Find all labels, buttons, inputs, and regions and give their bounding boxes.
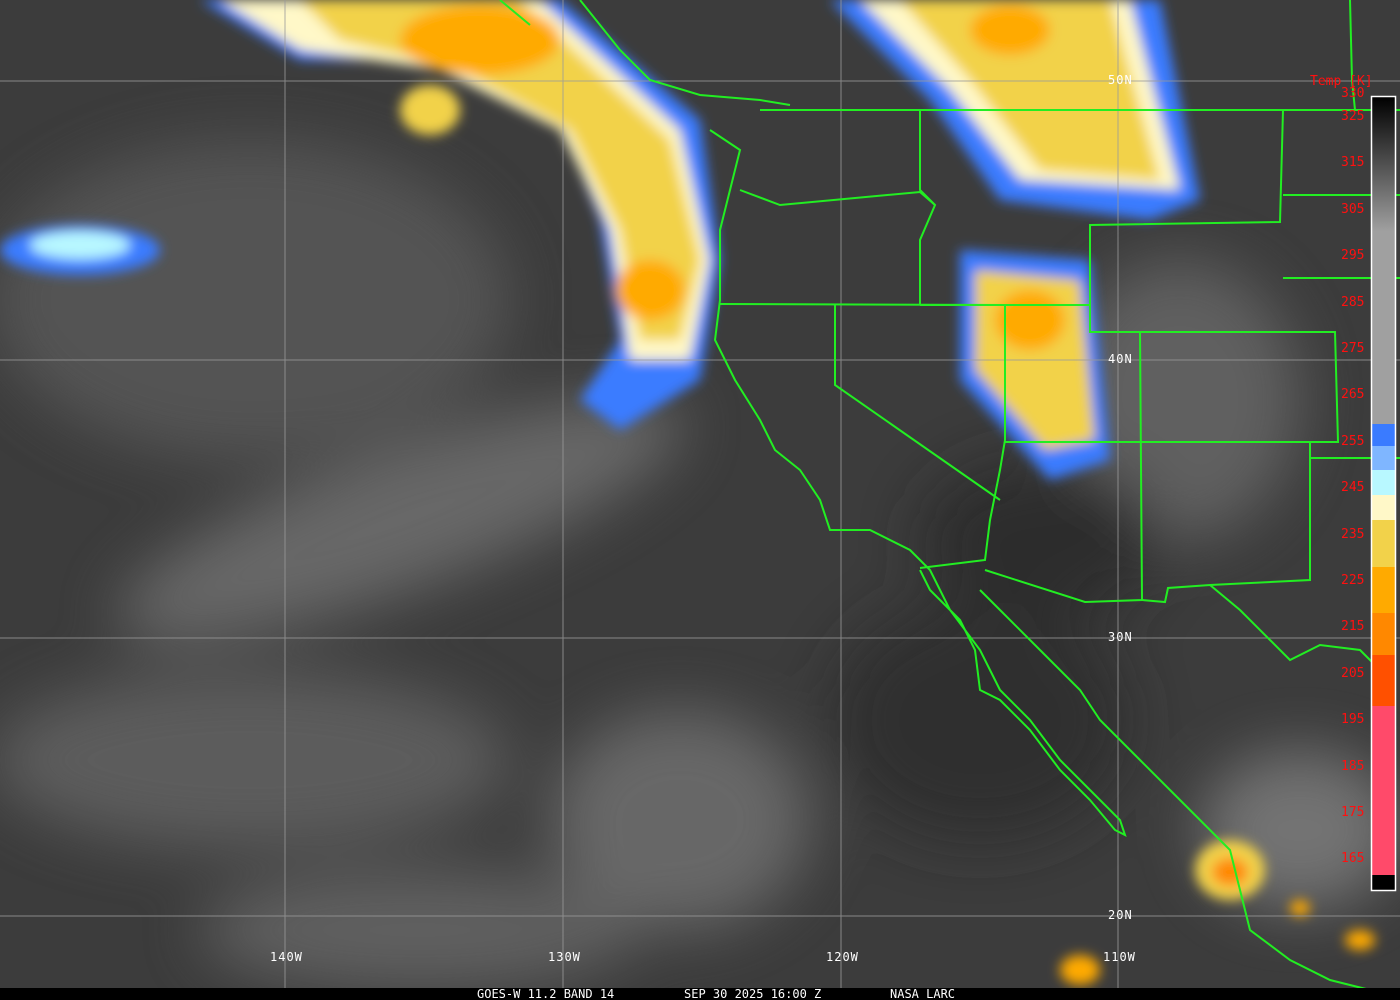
lon-label-110w: 110W <box>1103 950 1136 964</box>
lat-label-30n: 30N <box>1108 630 1133 644</box>
caption-datetime: SEP 30 2025 16:00 Z <box>684 987 822 1000</box>
colorbar-tick-label: 330 <box>1341 85 1365 101</box>
colorbar-title: Temp [K] <box>1310 74 1373 89</box>
colorbar-tick-label: 215 <box>1341 619 1365 635</box>
colorbar-tick-label: 205 <box>1341 665 1365 681</box>
lon-label-140w: 140W <box>270 950 303 964</box>
colorbar-tick-label: 285 <box>1341 294 1365 310</box>
caption-source: NASA LARC <box>890 987 956 1000</box>
colorbar-tick-label: 175 <box>1341 805 1365 820</box>
lat-label-50n: 50N <box>1108 73 1133 87</box>
colorbar-tick-label: 185 <box>1341 758 1365 774</box>
lat-label-20n: 20N <box>1108 908 1133 922</box>
colorbar-tick-label: 265 <box>1341 387 1365 403</box>
colorbar-tick-label: 225 <box>1341 573 1365 588</box>
lat-label-40n: 40N <box>1108 352 1133 366</box>
lon-label-120w: 120W <box>826 950 859 964</box>
colorbar-tick-label: 295 <box>1341 248 1365 264</box>
political-borders <box>499 0 1400 991</box>
colorbar-tick-label: 275 <box>1341 341 1365 356</box>
caption-bar: GOES-W 11.2 BAND 14 SEP 30 2025 16:00 Z … <box>0 988 1400 1000</box>
lon-label-130w: 130W <box>548 950 581 964</box>
colorbar-tick-label: 165 <box>1341 851 1365 867</box>
colorbar-tick-label: 255 <box>1341 433 1365 449</box>
colorbar-tick-label: 315 <box>1341 155 1365 171</box>
gray-cloud-fields <box>0 140 1400 990</box>
colorbar-segments <box>1370 95 1397 892</box>
caption-satellite: GOES-W 11.2 BAND 14 <box>477 987 615 1000</box>
colorbar-tick-label: 325 <box>1341 109 1365 124</box>
colorbar-tick-label: 235 <box>1341 526 1365 542</box>
colorbar-tick-label: 305 <box>1341 201 1365 217</box>
cold-cloud-tops <box>0 0 1375 985</box>
colorbar-tick-label: 195 <box>1341 712 1365 728</box>
colorbar-tick-label: 245 <box>1341 480 1365 496</box>
